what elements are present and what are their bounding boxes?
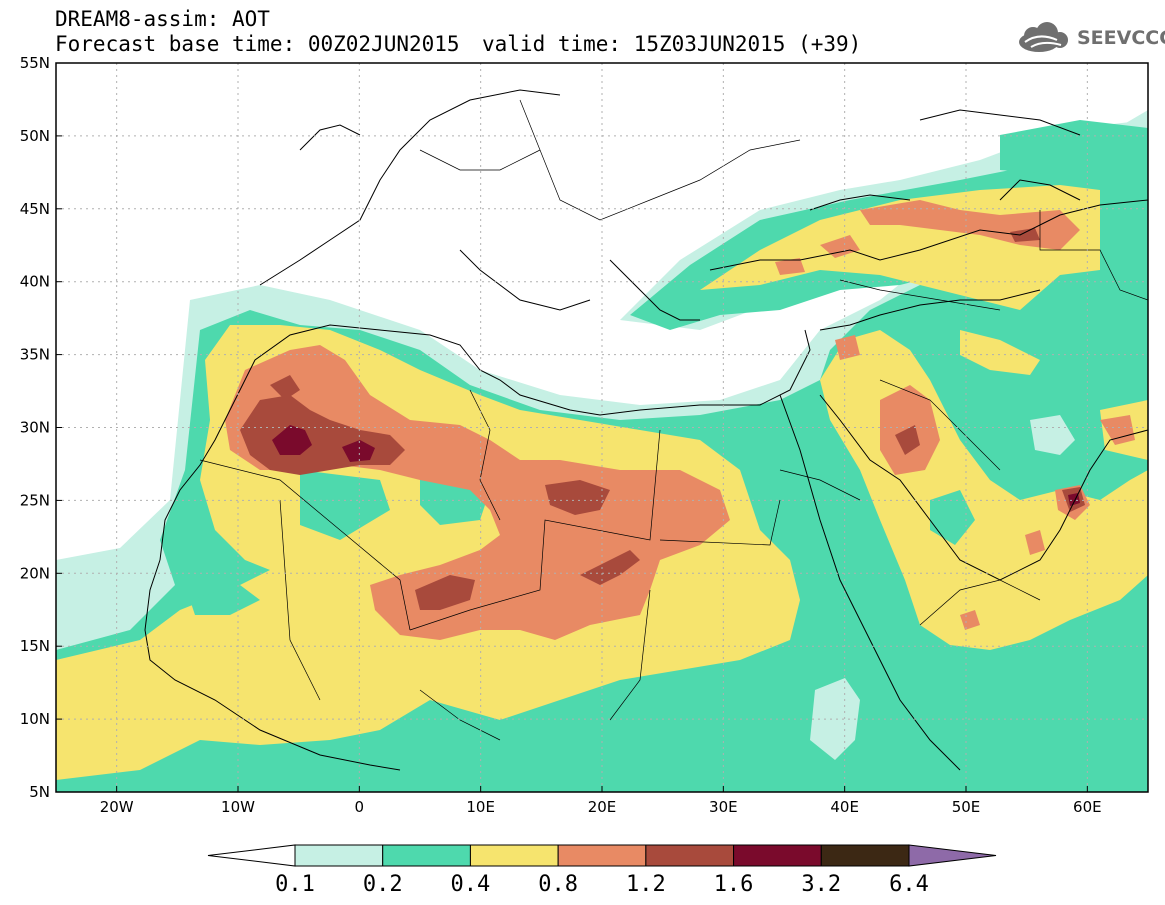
- aot-gap-green: [190, 470, 975, 615]
- lon-label: 10W: [221, 798, 255, 816]
- legend-label: 0.4: [451, 872, 491, 897]
- title-valid-time: valid time: 15Z03JUN2015 (+39): [482, 32, 862, 56]
- legend-swatch: [382, 844, 471, 867]
- lon-label: 40E: [830, 798, 859, 816]
- lon-label: 50E: [952, 798, 981, 816]
- lat-label: 30N: [20, 419, 50, 437]
- cloud-icon: [1019, 22, 1068, 52]
- legend-label: 0.1: [275, 872, 315, 897]
- legend-swatch: [733, 844, 822, 867]
- title-base-time: Forecast base time: 00Z02JUN2015: [55, 32, 460, 56]
- borders: [199, 99, 1148, 741]
- coastlines: [144, 89, 1148, 771]
- legend-swatch-high: [908, 844, 997, 867]
- lon-label: 10E: [466, 798, 495, 816]
- lon-label: 60E: [1073, 798, 1102, 816]
- legend-label: 0.8: [538, 872, 578, 897]
- lon-label: 0: [355, 798, 365, 816]
- lat-label: 55N: [20, 54, 50, 72]
- logo-text: SEEVCCC: [1077, 27, 1165, 49]
- lon-label: 30E: [709, 798, 738, 816]
- aot-field-1.6: [272, 425, 1080, 506]
- lat-label: 5N: [29, 783, 50, 801]
- legend-swatch: [294, 844, 384, 867]
- legend-swatch: [557, 844, 647, 867]
- legend-label: 3.2: [801, 872, 841, 897]
- lat-label: 35N: [20, 346, 50, 364]
- lon-label: 20E: [588, 798, 617, 816]
- legend-label: 6.4: [889, 872, 929, 897]
- legend-swatch: [820, 844, 910, 867]
- legend-swatch: [469, 844, 559, 867]
- lat-label: 25N: [20, 491, 50, 509]
- lat-label: 20N: [20, 564, 50, 582]
- lat-ticks: 55N 50N 45N 40N 35N 30N 25N 20N 15N 10N 5N: [20, 54, 62, 801]
- lat-label: 15N: [20, 637, 50, 655]
- lat-label: 50N: [20, 127, 50, 145]
- legend-swatch: [645, 844, 735, 867]
- legend-label: 1.2: [626, 872, 666, 897]
- lon-ticks: 20W 10W 0 10E 20E 30E 40E 50E 60E: [100, 786, 1102, 816]
- legend-label: 1.6: [714, 872, 754, 897]
- lat-label: 45N: [20, 200, 50, 218]
- lat-label: 40N: [20, 273, 50, 291]
- gridlines: [56, 63, 1148, 792]
- lat-label: 10N: [20, 710, 50, 728]
- legend-label: 0.2: [363, 872, 403, 897]
- lon-label: 20W: [100, 798, 134, 816]
- title-product: DREAM8-assim: AOT: [55, 7, 270, 31]
- legend-swatch-low: [207, 844, 296, 867]
